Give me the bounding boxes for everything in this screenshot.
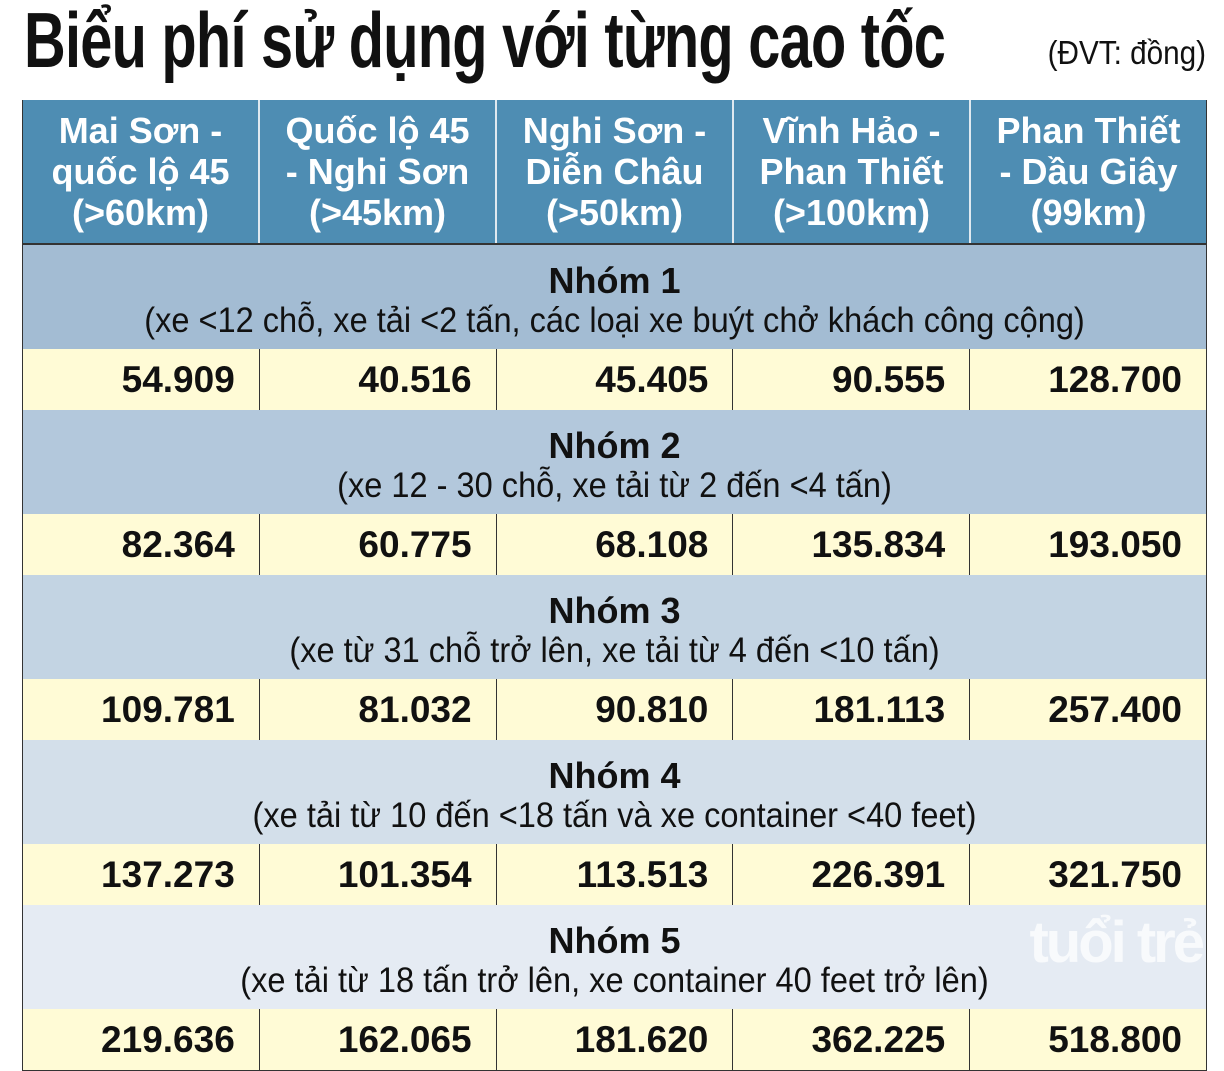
group-description: (xe 12 - 30 chỗ, xe tải từ 2 đến <4 tấn) — [337, 466, 892, 505]
fee-cell: 137.273 — [23, 844, 260, 905]
group-band: Nhóm 5 (xe tải từ 18 tấn trở lên, xe cont… — [23, 905, 1206, 1009]
group-description: (xe <12 chỗ, xe tải <2 tấn, các loại xe … — [144, 301, 1085, 340]
table-row: 54.909 40.516 45.405 90.555 128.700 — [23, 349, 1206, 410]
fee-cell: 68.108 — [497, 514, 734, 575]
fee-cell: 82.364 — [23, 514, 260, 575]
column-header: Vĩnh Hảo - Phan Thiết (>100km) — [734, 100, 971, 243]
fee-cell: 45.405 — [497, 349, 734, 410]
fee-cell: 40.516 — [260, 349, 497, 410]
table-row: 219.636 162.065 181.620 362.225 518.800 — [23, 1009, 1206, 1070]
group-name: Nhóm 4 — [548, 755, 681, 796]
group-name: Nhóm 3 — [548, 590, 681, 631]
group-band: Nhóm 4 (xe tải từ 10 đến <18 tấn và xe co… — [23, 740, 1206, 844]
fee-cell: 362.225 — [733, 1009, 971, 1070]
table-row: 82.364 60.775 68.108 135.834 193.050 — [23, 514, 1206, 575]
fee-cell: 257.400 — [1048, 689, 1182, 730]
fee-cell: 113.513 — [497, 844, 734, 905]
fee-cell: 181.620 — [497, 1009, 734, 1070]
group-band: Nhóm 3 (xe từ 31 chỗ trở lên, xe tải từ 4… — [23, 575, 1206, 679]
fee-cell: 90.810 — [497, 679, 734, 740]
group-name: Nhóm 5 — [548, 920, 681, 961]
fee-cell: 128.700 — [1048, 359, 1182, 400]
fee-cell: 90.555 — [733, 349, 971, 410]
header: Biểu phí sử dụng với từng cao tốc (ĐVT: … — [24, 0, 1214, 90]
watermark-logo: tuổi trẻ — [1029, 910, 1205, 975]
fee-cell: 518.800 — [1048, 1019, 1182, 1060]
group-name: Nhóm 1 — [548, 260, 681, 301]
fee-cell: 101.354 — [260, 844, 497, 905]
fee-cell: 219.636 — [23, 1009, 260, 1070]
fee-cell: 81.032 — [260, 679, 497, 740]
group-description: (xe tải từ 18 tấn trở lên, xe container … — [240, 961, 989, 1000]
unit-label: (ĐVT: đồng) — [1047, 34, 1206, 71]
table-row: 137.273 101.354 113.513 226.391 321.750 — [23, 844, 1206, 905]
table-row: 109.781 81.032 90.810 181.113 257.400 — [23, 679, 1206, 740]
group-band: Nhóm 2 (xe 12 - 30 chỗ, xe tải từ 2 đến <… — [23, 410, 1206, 514]
fee-cell: 60.775 — [260, 514, 497, 575]
column-header: Nghi Sơn - Diễn Châu (>50km) — [497, 100, 734, 243]
column-header: Mai Sơn - quốc lộ 45 (>60km) — [23, 100, 260, 243]
page-title: Biểu phí sử dụng với từng cao tốc — [24, 0, 946, 84]
fee-cell: 321.750 — [1048, 854, 1182, 895]
group-name: Nhóm 2 — [548, 425, 681, 466]
header-row: Mai Sơn - quốc lộ 45 (>60km) Quốc lộ 45 … — [23, 100, 1206, 245]
fee-cell: 109.781 — [23, 679, 260, 740]
fee-cell: 181.113 — [733, 679, 971, 740]
fee-cell: 193.050 — [1048, 524, 1182, 565]
group-description: (xe tải từ 10 đến <18 tấn và xe containe… — [252, 796, 977, 835]
column-header: Quốc lộ 45 - Nghi Sơn (>45km) — [260, 100, 497, 243]
fee-cell: 54.909 — [23, 349, 260, 410]
fee-table: Mai Sơn - quốc lộ 45 (>60km) Quốc lộ 45 … — [22, 100, 1207, 1071]
group-band: Nhóm 1 (xe <12 chỗ, xe tải <2 tấn, các lo… — [23, 245, 1206, 349]
fee-cell: 226.391 — [733, 844, 971, 905]
group-description: (xe từ 31 chỗ trở lên, xe tải từ 4 đến <… — [289, 631, 940, 670]
fee-cell: 162.065 — [260, 1009, 497, 1070]
fee-cell: 135.834 — [733, 514, 971, 575]
column-header: Phan Thiết - Dầu Giây (99km) — [996, 110, 1181, 233]
